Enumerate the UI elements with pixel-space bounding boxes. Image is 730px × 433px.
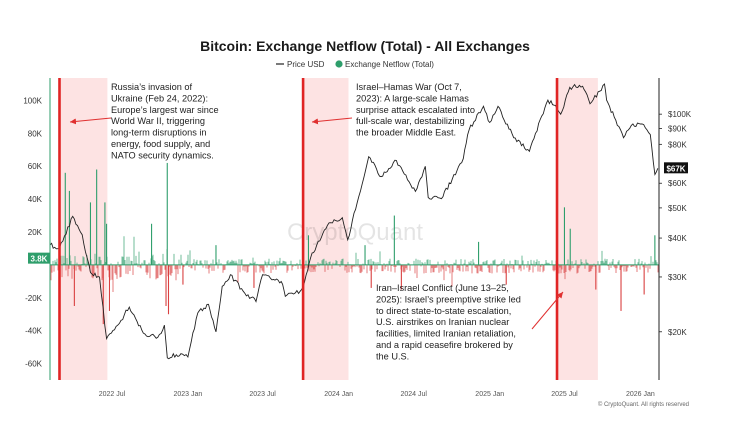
- left-tick-label: 60K: [28, 162, 43, 171]
- right-tick-label: $90K: [668, 124, 687, 133]
- event-shade-0: [59, 78, 108, 380]
- event-lines: [58, 78, 559, 380]
- annotation-line: Ukraine (Feb 24, 2022):: [111, 93, 208, 103]
- annotation-line: Iran–Israel Conflict (June 13–25,: [376, 283, 509, 293]
- left-tick-label: 100K: [23, 96, 42, 105]
- x-tick-label: 2023 Jul: [249, 391, 276, 398]
- left-tick-label: -40K: [25, 327, 43, 336]
- annotation-line: the broader Middle East.: [356, 128, 456, 138]
- price-current-tag: $67K: [664, 162, 688, 174]
- x-tick-label: 2025 Jul: [551, 391, 578, 398]
- annotation-arrow-2: [531, 291, 564, 330]
- right-tick-label: $100K: [668, 110, 692, 119]
- price-current-value: $67K: [666, 164, 685, 173]
- left-tick-label: -60K: [25, 360, 43, 369]
- netflow-current-value: 3.8K: [31, 255, 48, 264]
- x-tick-label: 2025 Jan: [475, 391, 504, 398]
- watermark: CryptoQuant: [287, 219, 423, 246]
- right-tick-label: $50K: [668, 204, 687, 213]
- legend-netflow-label: Exchange Netflow (Total): [345, 60, 434, 69]
- annotation-line: U.S. airstrikes on Iranian nuclear: [376, 317, 509, 327]
- right-tick-label: $80K: [668, 140, 687, 149]
- netflow-current-tag-box: [28, 252, 50, 264]
- legend-netflow-swatch: [335, 60, 343, 68]
- annotation-line: facilities, limited Iranian retaliation,: [376, 329, 516, 339]
- right-tick-label: $60K: [668, 179, 687, 188]
- annotation-line: surprise attack escalated into: [356, 105, 475, 115]
- netflow-current-tag: 3.8K: [28, 252, 50, 264]
- annotation-arrow-0: [69, 117, 112, 125]
- legend-price-label: Price USD: [287, 60, 325, 69]
- x-tick-label: 2026 Jan: [626, 391, 655, 398]
- right-tick-label: $40K: [668, 234, 687, 243]
- annotation-line: full-scale war, destabilizing: [356, 116, 465, 126]
- x-tick-label: 2024 Jul: [401, 391, 428, 398]
- legend: Price USD Exchange Netflow (Total): [276, 60, 434, 69]
- annotation-line: long-term disruptions in: [111, 128, 207, 138]
- right-axis: $100K $90K $80K $60K $50K $40K $30K $20K: [658, 78, 692, 380]
- left-tick-label: 40K: [28, 195, 43, 204]
- left-tick-label: 80K: [28, 129, 43, 138]
- annotation-line: 2023): A large-scale Hamas: [356, 93, 469, 103]
- annotation-line: World War II, triggering: [111, 116, 205, 126]
- annotation-line: 2025): Israel’s preemptive strike led: [376, 294, 521, 304]
- price-current-tag-box: [664, 162, 688, 174]
- x-tick-label: 2023 Jan: [173, 391, 202, 398]
- annotation-line: and a rapid ceasefire brokered by: [376, 340, 513, 350]
- annotation-line: the U.S.: [376, 351, 409, 361]
- x-tick-label: 2024 Jan: [324, 391, 353, 398]
- annotation-line: to direct state-to-state escalation,: [376, 306, 511, 316]
- copyright-credit: © CryptoQuant. All rights reserved: [598, 401, 689, 408]
- annotation-line: Europe’s largest war since: [111, 105, 219, 115]
- annotation-line: energy, food supply, and: [111, 139, 210, 149]
- event-shade-2: [557, 78, 598, 380]
- annotation-line: Israel–Hamas War (Oct 7,: [356, 82, 462, 92]
- netflow-bars: [50, 162, 659, 325]
- left-tick-label: 20K: [28, 228, 43, 237]
- right-tick-label: $20K: [668, 328, 687, 337]
- price-line: [49, 83, 659, 360]
- right-tick-label: $30K: [668, 273, 687, 282]
- annotation-line: NATO security dynamics.: [111, 150, 214, 160]
- x-axis: 2022 Jul 2023 Jan 2023 Jul 2024 Jan 2024 Jul…: [99, 391, 655, 398]
- left-axis: 100K 80K 60K 40K 20K -20K -40K -60K: [23, 78, 51, 380]
- chart-title: Bitcoin: Exchange Netflow (Total) - All …: [200, 38, 530, 54]
- annotation-arrow-1: [311, 117, 353, 125]
- left-tick-label: -20K: [25, 294, 43, 303]
- annotation-line: Russia’s invasion of: [111, 82, 192, 92]
- x-tick-label: 2022 Jul: [99, 391, 126, 398]
